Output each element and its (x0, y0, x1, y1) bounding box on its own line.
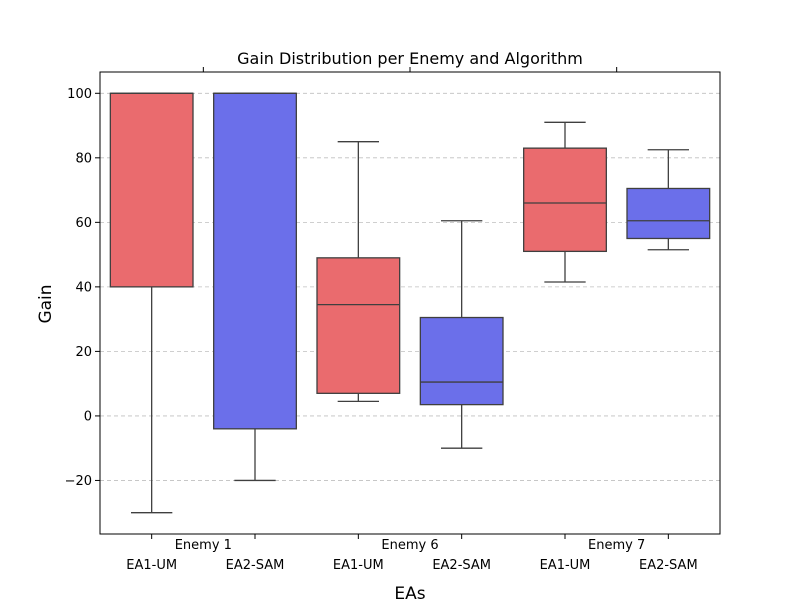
y-tick-label: 100 (67, 87, 92, 102)
x-tick-label: EA1-UM (333, 558, 384, 573)
x-tick-label: EA1-UM (540, 558, 591, 573)
iqr-box (109, 92, 194, 288)
box-1 (109, 92, 194, 514)
y-tick-label: −20 (65, 474, 92, 489)
grid-layer (100, 92, 720, 481)
y-axis-label: Gain (36, 284, 56, 323)
box-5 (523, 121, 607, 283)
iqr-box (626, 187, 711, 240)
x-axis-label: EAs (394, 584, 425, 600)
box-3 (316, 141, 401, 403)
box-4 (419, 220, 504, 449)
y-tick-label: 20 (75, 345, 92, 360)
axis-layer: −20 0 20 40 60 80 100 EA1-UM EA2-SAM EA1-UM EA2-SA… (65, 67, 721, 573)
group-label: Enemy 6 (381, 538, 438, 553)
group-label: Enemy 7 (588, 538, 645, 553)
box-layer (109, 92, 711, 514)
group-label: Enemy 1 (175, 538, 232, 553)
x-tick-label: EA2-SAM (639, 558, 698, 573)
iqr-box (419, 316, 504, 406)
iqr-box (213, 92, 297, 430)
x-tick-label: EA2-SAM (226, 558, 285, 573)
x-tick-label: EA2-SAM (432, 558, 491, 573)
iqr-box (523, 147, 607, 253)
chart-title: Gain Distribution per Enemy and Algorith… (237, 49, 583, 68)
y-tick-label: 40 (75, 280, 92, 295)
y-tick-label: 60 (75, 216, 92, 231)
box-6 (626, 149, 711, 251)
iqr-box (316, 257, 401, 394)
box-2 (213, 92, 297, 482)
y-tick-label: 0 (84, 409, 92, 424)
y-tick-label: 80 (75, 151, 92, 166)
x-tick-label: EA1-UM (126, 558, 177, 573)
